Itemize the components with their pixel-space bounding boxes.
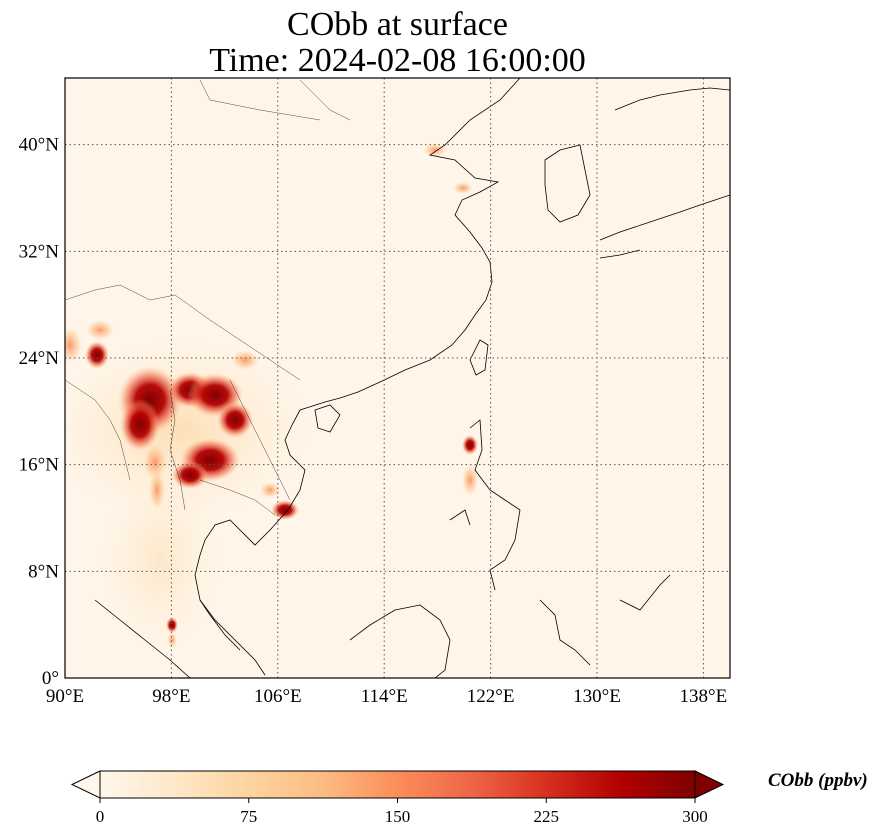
lon-tick-label: 130°E	[573, 686, 621, 707]
lon-tick-label: 122°E	[467, 686, 515, 707]
colorbar-tick-label: 225	[534, 807, 560, 826]
fire-emissions-layer	[65, 143, 478, 650]
lon-tick-label: 106°E	[254, 686, 302, 707]
coastlines	[94, 78, 730, 678]
lon-tick-label: 90°E	[46, 686, 84, 707]
lat-tick-label: 8°N	[28, 561, 59, 582]
gridlines	[65, 78, 730, 678]
colorbar-body	[99, 770, 696, 799]
lon-tick-label: 114°E	[361, 686, 408, 707]
colorbar-tick-label: 150	[385, 807, 411, 826]
lat-tick-label: 16°N	[19, 455, 60, 476]
latitude-labels: 40°N 32°N 24°N 16°N 8°N 0°	[19, 135, 60, 689]
colorbar-ticks: 0 75 150 225 300	[96, 798, 708, 826]
colorbar-label: CObb (ppbv)	[768, 770, 868, 791]
colorbar-tick-label: 0	[96, 807, 105, 826]
colorbar-extend-high	[694, 770, 725, 799]
colorbar-tick-label: 75	[240, 807, 257, 826]
map-title-line1: CObb at surface	[287, 6, 508, 43]
lat-tick-label: 24°N	[19, 348, 60, 369]
map-frame	[64, 77, 731, 679]
lat-tick-label: 0°	[42, 668, 59, 689]
lat-tick-label: 32°N	[19, 241, 60, 262]
lon-tick-label: 138°E	[680, 686, 728, 707]
longitude-labels: 90°E 98°E 106°E 114°E 122°E 130°E 138°E	[46, 686, 727, 707]
colorbar-extend-low	[70, 770, 101, 799]
country-borders	[65, 79, 351, 516]
colorbar: 0 75 150 225 300	[70, 770, 725, 826]
lon-tick-label: 98°E	[152, 686, 190, 707]
lat-tick-label: 40°N	[19, 135, 60, 156]
colorbar-tick-label: 300	[682, 807, 708, 826]
map-title-line2: Time: 2024-02-08 16:00:00	[209, 42, 586, 79]
